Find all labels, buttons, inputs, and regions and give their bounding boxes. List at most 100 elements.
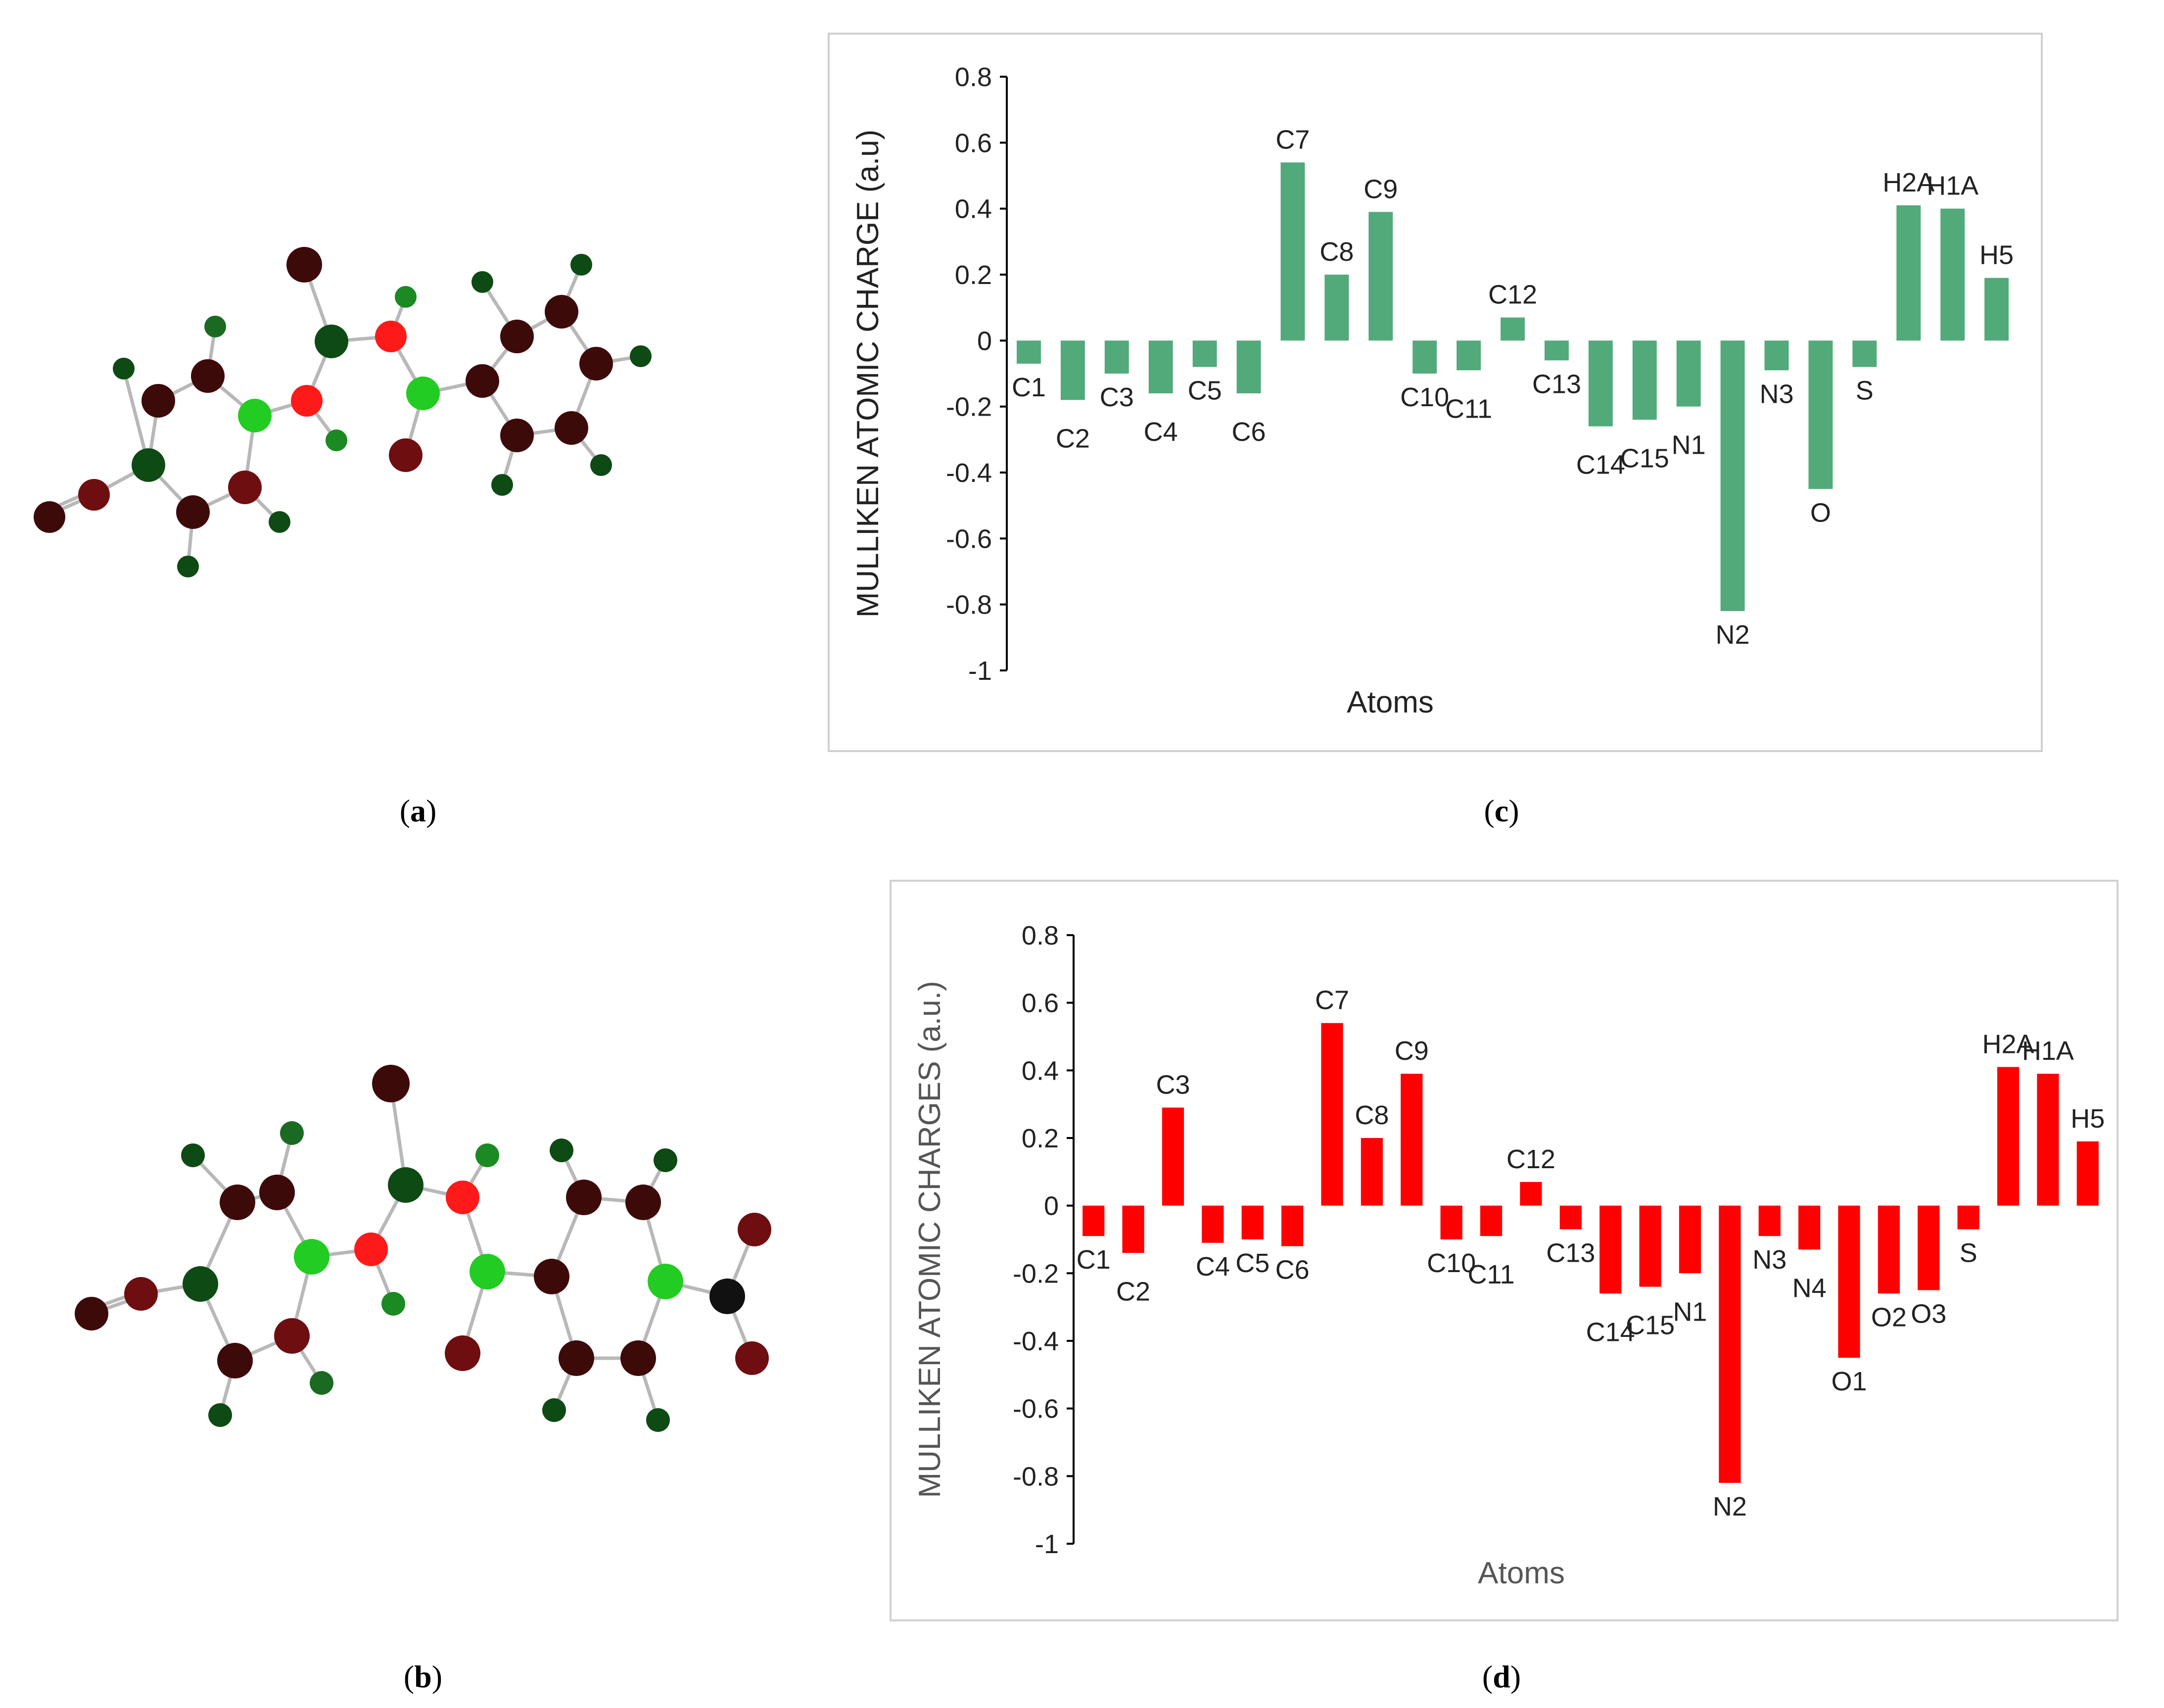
bar-c1 <box>1017 340 1041 364</box>
y-tick-label: 0.4 <box>1022 1056 1059 1086</box>
bar-n1 <box>1679 1205 1701 1274</box>
y-tick-label: 0.8 <box>955 62 992 92</box>
bar-label-c13: C13 <box>1546 1238 1595 1268</box>
bar-s <box>1852 340 1877 367</box>
bar-c9 <box>1368 212 1393 341</box>
bar-c8 <box>1324 275 1349 341</box>
chart-c-panel <box>828 33 2043 752</box>
y-tick-label: 0 <box>1044 1191 1059 1221</box>
bar-label-c9: C9 <box>1395 1036 1429 1066</box>
y-tick-label: 0.4 <box>955 194 992 224</box>
y-tick-label: -1 <box>968 656 992 686</box>
bar-n1 <box>1676 340 1701 407</box>
bar-label-c1: C1 <box>1077 1245 1111 1275</box>
bar-c4 <box>1148 340 1173 393</box>
y-tick-label: 0.2 <box>955 260 992 290</box>
bar-label-c12: C12 <box>1506 1144 1555 1174</box>
y-tick-label: -0.6 <box>1013 1394 1059 1424</box>
chart-d: 0.8 0.6 0.4 0.2 0 -0.2 -0.4 -0.6 -0.8 -1 MULLIKEN … <box>913 921 2105 1590</box>
bar-s <box>1957 1205 1979 1230</box>
bar-c12 <box>1501 317 1525 341</box>
bar-label-c5: C5 <box>1235 1248 1270 1278</box>
bar-o2 <box>1878 1205 1900 1294</box>
bar-c8 <box>1361 1138 1383 1206</box>
bar-o <box>1808 340 1833 489</box>
bar-label-c4: C4 <box>1144 417 1178 447</box>
bar-n4 <box>1798 1205 1821 1250</box>
bar-c5 <box>1241 1205 1264 1239</box>
bar-c13 <box>1559 1205 1582 1230</box>
y-tick-label: -1 <box>1035 1529 1059 1559</box>
bar-label-c14: C14 <box>1586 1317 1635 1347</box>
bar-label-c2: C2 <box>1056 424 1090 453</box>
y-tick-label: -0.4 <box>1013 1327 1059 1356</box>
bar-label-n2: N2 <box>1713 1492 1747 1521</box>
bar-c2 <box>1122 1205 1144 1253</box>
bar-n2 <box>1720 340 1745 611</box>
bar-label-c10: C10 <box>1400 382 1449 412</box>
y-tick-label: 0 <box>977 326 992 356</box>
chart-c: 0.8 0.6 0.4 0.2 0 -0.2 -0.4 -0.6 -0.8 -1 MULLIKEN … <box>851 62 2014 719</box>
y-tick-label: -0.4 <box>946 458 992 488</box>
bar-label-n3: N3 <box>1752 1245 1787 1275</box>
bar-c9 <box>1401 1074 1423 1206</box>
bar-c10 <box>1412 340 1437 374</box>
bar-label-n3: N3 <box>1759 379 1793 409</box>
bar-label-c8: C8 <box>1355 1100 1389 1130</box>
bar-c6 <box>1281 1205 1304 1246</box>
caption-a: (a) <box>400 793 437 828</box>
bar-label-c1: C1 <box>1012 373 1046 402</box>
bar-c12 <box>1520 1182 1542 1206</box>
bar-label-h1a: H1A <box>1927 171 1978 201</box>
caption-d: (d) <box>1482 1659 1521 1694</box>
y-tick-label: -0.6 <box>946 524 992 554</box>
bar-label-c11: C11 <box>1445 394 1492 424</box>
bar-n3 <box>1758 1205 1781 1236</box>
bar-label-c7: C7 <box>1275 125 1310 154</box>
bar-h2a <box>1896 205 1921 341</box>
caption-b: (b) <box>404 1659 442 1694</box>
bar-label-o2: O2 <box>1871 1302 1907 1332</box>
bar-label-c14: C14 <box>1576 450 1625 480</box>
bar-c4 <box>1202 1205 1224 1243</box>
bar-h1a <box>1940 208 1965 341</box>
bar-n2 <box>1719 1205 1741 1483</box>
bar-c2 <box>1060 340 1085 400</box>
bar-c14 <box>1588 340 1613 427</box>
bar-label-o: O <box>1810 498 1831 527</box>
bar-label-c8: C8 <box>1319 237 1354 267</box>
chart-d-panel <box>890 880 2118 1621</box>
bar-label-h2a: H2A <box>1882 168 1934 197</box>
bar-c10 <box>1440 1205 1462 1239</box>
molecule-b <box>75 1065 771 1432</box>
bar-label-s: S <box>1960 1238 1977 1268</box>
bar-label-n1: N1 <box>1673 1297 1707 1327</box>
bar-c14 <box>1599 1205 1622 1294</box>
bar-label-c3: C3 <box>1156 1070 1190 1100</box>
bar-c11 <box>1457 340 1481 371</box>
bar-label-c10: C10 <box>1427 1248 1476 1278</box>
bar-label-o1: O1 <box>1831 1367 1867 1396</box>
y-tick-label: -0.8 <box>1013 1462 1059 1491</box>
y-axis-title: MULLIKEN ATOMIC CHARGE (a.u) <box>851 130 885 617</box>
bar-h5 <box>2076 1141 2099 1206</box>
y-tick-label: -0.2 <box>1013 1259 1059 1288</box>
bar-label-c6: C6 <box>1275 1255 1310 1285</box>
y-tick-label: 0.6 <box>955 128 992 158</box>
bar-label-h5: H5 <box>2070 1104 2105 1134</box>
bar-c1 <box>1082 1205 1105 1236</box>
bar-c7 <box>1280 162 1305 341</box>
bar-label-c11: C11 <box>1468 1260 1515 1289</box>
bar-label-h2a: H2A <box>1982 1030 2034 1059</box>
y-axis-title: MULLIKEN ATOMIC CHARGES (a.u.) <box>913 981 947 1498</box>
bar-label-h5: H5 <box>1979 240 2014 270</box>
bar-c7 <box>1321 1023 1343 1206</box>
bar-label-c12: C12 <box>1488 280 1537 310</box>
y-tick-label: -0.8 <box>946 590 992 620</box>
bar-label-n1: N1 <box>1672 430 1706 460</box>
bar-h1a <box>2037 1074 2059 1206</box>
bar-label-c3: C3 <box>1100 382 1134 412</box>
bar-label-s: S <box>1856 376 1874 406</box>
bar-h5 <box>1984 278 2009 341</box>
bar-label-c7: C7 <box>1315 986 1349 1015</box>
